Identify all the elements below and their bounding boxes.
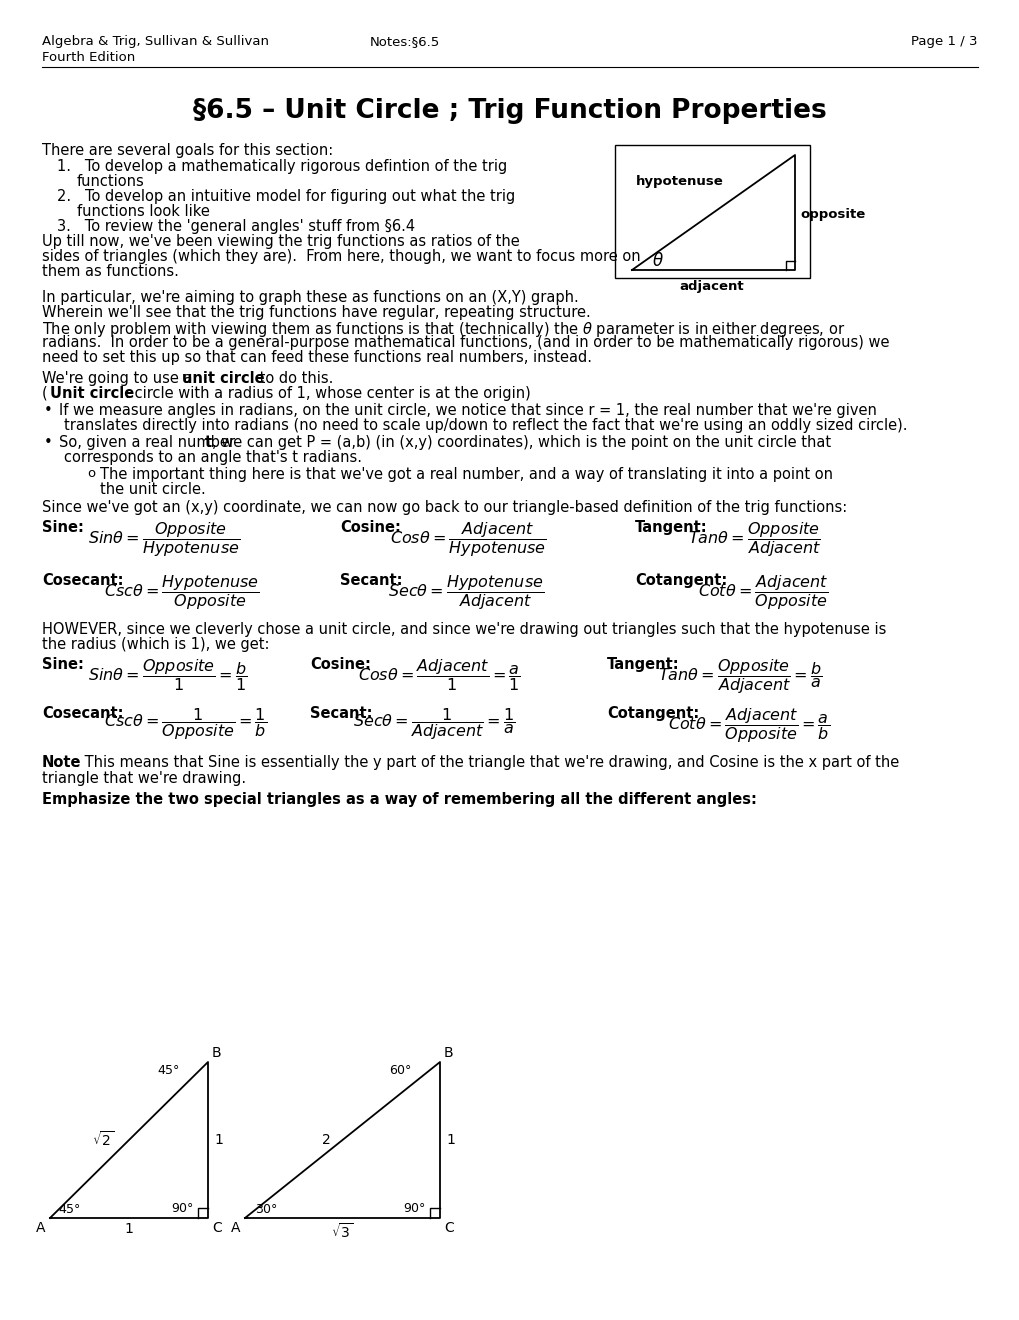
Text: , we can get P = (a,b) (in (x,y) coordinates), which is the point on the unit ci: , we can get P = (a,b) (in (x,y) coordin… (212, 436, 830, 450)
Text: Cotangent:: Cotangent: (635, 573, 727, 587)
Text: A: A (230, 1221, 239, 1236)
Text: need to set this up so that can feed these functions real numbers, instead.: need to set this up so that can feed the… (42, 350, 591, 366)
Text: Up till now, we've been viewing the trig functions as ratios of the: Up till now, we've been viewing the trig… (42, 234, 520, 249)
Text: triangle that we're drawing.: triangle that we're drawing. (42, 771, 246, 785)
Text: 3.   To review the 'general angles' stuff from §6.4: 3. To review the 'general angles' stuff … (57, 219, 415, 234)
Text: So, given a real number: So, given a real number (59, 436, 239, 450)
Text: $Tan\theta = \dfrac{Opposite}{Adjacent}$: $Tan\theta = \dfrac{Opposite}{Adjacent}$ (688, 520, 820, 558)
Text: Cosecant:: Cosecant: (42, 706, 123, 721)
Text: $Sin\theta = \dfrac{Opposite}{Hypotenuse}$: $Sin\theta = \dfrac{Opposite}{Hypotenuse… (88, 520, 239, 558)
Text: corresponds to an angle that's t radians.: corresponds to an angle that's t radians… (64, 450, 362, 465)
Text: $Sec\theta = \dfrac{Hypotenuse}{Adjacent}$: $Sec\theta = \dfrac{Hypotenuse}{Adjacent… (387, 573, 544, 612)
Text: Wherein we'll see that the trig functions have regular, repeating structure.: Wherein we'll see that the trig function… (42, 305, 590, 319)
Text: Sine:: Sine: (42, 520, 84, 535)
Text: We're going to use a: We're going to use a (42, 371, 197, 385)
Text: unit circle: unit circle (181, 371, 264, 385)
Text: Tangent:: Tangent: (635, 520, 707, 535)
Text: •: • (44, 403, 53, 418)
Text: The only problem with viewing them as functions is that (technically) the $\thet: The only problem with viewing them as fu… (42, 319, 845, 339)
Text: $90°$: $90°$ (171, 1203, 194, 1214)
Text: the radius (which is 1), we get:: the radius (which is 1), we get: (42, 638, 269, 652)
Text: $Sin\theta = \dfrac{Opposite}{1} = \dfrac{b}{1}$: $Sin\theta = \dfrac{Opposite}{1} = \dfra… (88, 657, 248, 693)
Text: (: ( (42, 385, 48, 401)
Text: $Cos\theta = \dfrac{Adjacent}{1} = \dfrac{a}{1}$: $Cos\theta = \dfrac{Adjacent}{1} = \dfra… (358, 657, 521, 693)
Text: Secant:: Secant: (339, 573, 403, 587)
Text: the unit circle.: the unit circle. (100, 482, 206, 498)
Text: HOWEVER, since we cleverly chose a unit circle, and since we're drawing out tria: HOWEVER, since we cleverly chose a unit … (42, 622, 886, 638)
Text: The important thing here is that we've got a real number, and a way of translati: The important thing here is that we've g… (100, 467, 833, 482)
Text: 1: 1 (124, 1222, 133, 1236)
Text: Tangent:: Tangent: (606, 657, 679, 672)
Text: B: B (443, 1045, 453, 1060)
Text: 2.   To develop an intuitive model for figuring out what the trig: 2. To develop an intuitive model for fig… (57, 189, 515, 205)
Text: Note: Note (42, 755, 82, 770)
Text: $Csc\theta = \dfrac{1}{Opposite} = \dfrac{1}{b}$: $Csc\theta = \dfrac{1}{Opposite} = \dfra… (104, 706, 267, 742)
Text: Notes:§6.5: Notes:§6.5 (370, 36, 440, 48)
Text: $\theta$: $\theta$ (651, 252, 663, 271)
Text: o: o (87, 467, 95, 480)
Text: radians.  In order to be a general-purpose mathematical functions, (and in order: radians. In order to be a general-purpos… (42, 335, 889, 350)
Text: $Cos\theta = \dfrac{Adjacent}{Hypotenuse}$: $Cos\theta = \dfrac{Adjacent}{Hypotenuse… (389, 520, 546, 558)
Text: $60°$: $60°$ (388, 1064, 412, 1077)
Text: hypotenuse: hypotenuse (636, 176, 723, 187)
Text: $45°$: $45°$ (58, 1203, 81, 1216)
Text: t: t (205, 436, 212, 450)
Text: $Csc\theta = \dfrac{Hypotenuse}{Opposite}$: $Csc\theta = \dfrac{Hypotenuse}{Opposite… (104, 573, 260, 612)
Text: Since we've got an (x,y) coordinate, we can now go back to our triangle-based de: Since we've got an (x,y) coordinate, we … (42, 500, 847, 515)
Text: $30°$: $30°$ (255, 1203, 278, 1216)
Text: There are several goals for this section:: There are several goals for this section… (42, 143, 333, 158)
Text: them as functions.: them as functions. (42, 264, 178, 279)
Text: 2: 2 (321, 1133, 330, 1147)
Text: Fourth Edition: Fourth Edition (42, 51, 136, 63)
Text: Page 1 / 3: Page 1 / 3 (911, 36, 977, 48)
Text: functions: functions (76, 174, 145, 189)
Text: $45°$: $45°$ (157, 1064, 179, 1077)
Text: A: A (36, 1221, 45, 1236)
Text: $Sec\theta = \dfrac{1}{Adjacent} = \dfrac{1}{a}$: $Sec\theta = \dfrac{1}{Adjacent} = \dfra… (353, 706, 515, 742)
Text: •: • (44, 436, 53, 450)
Text: B: B (212, 1045, 221, 1060)
Text: Sine:: Sine: (42, 657, 84, 672)
Text: sides of triangles (which they are).  From here, though, we want to focus more o: sides of triangles (which they are). Fro… (42, 249, 640, 264)
Text: functions look like: functions look like (76, 205, 210, 219)
Text: Secant:: Secant: (310, 706, 372, 721)
Text: $Tan\theta = \dfrac{Opposite}{Adjacent} = \dfrac{b}{a}$: $Tan\theta = \dfrac{Opposite}{Adjacent} … (657, 657, 821, 696)
Text: : This means that Sine is essentially the y part of the triangle that we're draw: : This means that Sine is essentially th… (75, 755, 899, 770)
Text: $Cot\theta = \dfrac{Adjacent}{Opposite} = \dfrac{a}{b}$: $Cot\theta = \dfrac{Adjacent}{Opposite} … (667, 706, 829, 744)
Text: Cosecant:: Cosecant: (42, 573, 123, 587)
Text: Cosine:: Cosine: (310, 657, 371, 672)
Text: 1.   To develop a mathematically rigorous defintion of the trig: 1. To develop a mathematically rigorous … (57, 158, 506, 174)
Text: $Cot\theta = \dfrac{Adjacent}{Opposite}$: $Cot\theta = \dfrac{Adjacent}{Opposite}$ (697, 573, 827, 612)
Text: Emphasize the two special triangles as a way of remembering all the different an: Emphasize the two special triangles as a… (42, 792, 756, 807)
Text: Cosine:: Cosine: (339, 520, 400, 535)
Text: Cotangent:: Cotangent: (606, 706, 699, 721)
Text: $90°$: $90°$ (403, 1203, 426, 1214)
Text: 1: 1 (214, 1133, 223, 1147)
Text: Algebra & Trig, Sullivan & Sullivan: Algebra & Trig, Sullivan & Sullivan (42, 36, 269, 48)
Text: In particular, we're aiming to graph these as functions on an (X,Y) graph.: In particular, we're aiming to graph the… (42, 290, 578, 305)
Text: $\sqrt{3}$: $\sqrt{3}$ (331, 1222, 354, 1241)
Text: adjacent: adjacent (679, 280, 744, 293)
Text: C: C (212, 1221, 221, 1236)
Text: §6.5 – Unit Circle ; Trig Function Properties: §6.5 – Unit Circle ; Trig Function Prope… (193, 98, 826, 124)
Text: translates directly into radians (no need to scale up/down to reflect the fact t: translates directly into radians (no nee… (64, 418, 907, 433)
Text: to do this.: to do this. (255, 371, 333, 385)
Text: If we measure angles in radians, on the unit circle, we notice that since r = 1,: If we measure angles in radians, on the … (59, 403, 876, 418)
Bar (614, 145, 809, 279)
Text: C: C (443, 1221, 453, 1236)
Text: Unit circle: Unit circle (50, 385, 135, 401)
Text: $\sqrt{2}$: $\sqrt{2}$ (92, 1130, 114, 1150)
Text: opposite: opposite (799, 209, 864, 220)
Text: : circle with a radius of 1, whose center is at the origin): : circle with a radius of 1, whose cente… (125, 385, 530, 401)
Text: 1: 1 (445, 1133, 454, 1147)
